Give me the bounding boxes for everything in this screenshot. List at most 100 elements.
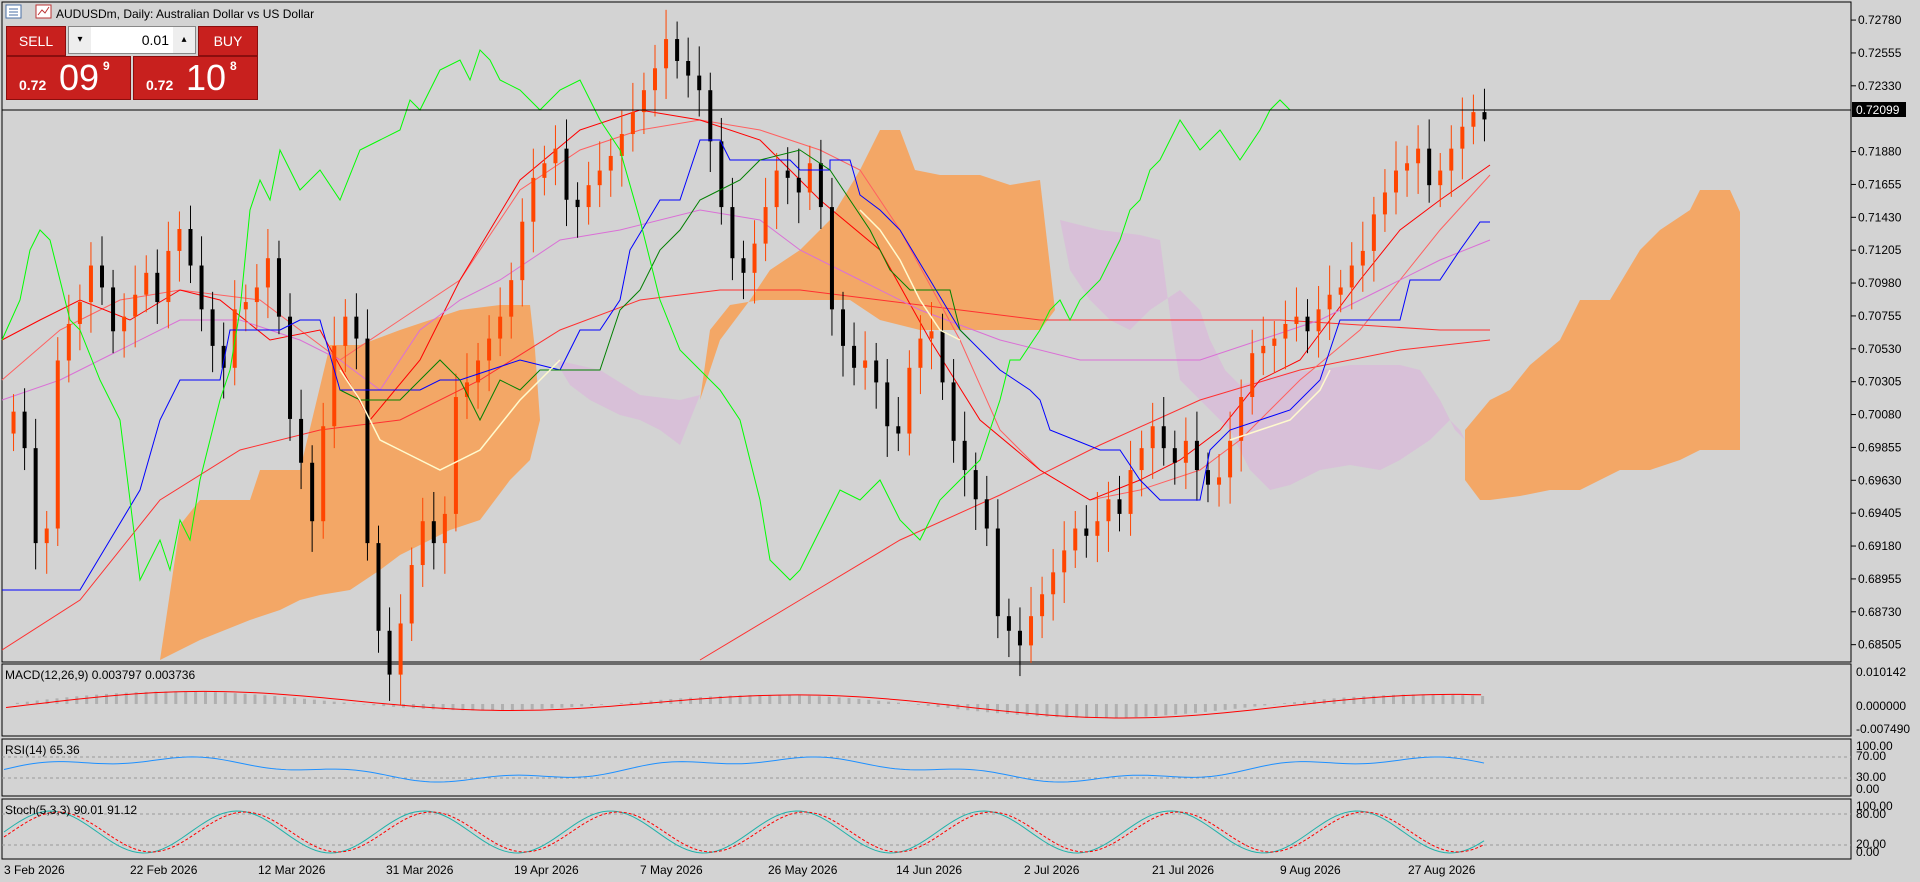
buy-price[interactable]: 0.72 10 8 bbox=[133, 56, 258, 100]
candle bbox=[1117, 475, 1122, 532]
candle-body bbox=[984, 499, 989, 529]
candle bbox=[1128, 440, 1133, 536]
price-axis-label: 0.72555 bbox=[1858, 46, 1902, 60]
ma-200-line bbox=[1, 289, 1490, 651]
ma-fast-line bbox=[1, 109, 1491, 501]
candle-body bbox=[630, 112, 635, 135]
macd-bar bbox=[1263, 704, 1267, 706]
candle-body bbox=[88, 265, 93, 303]
macd-bar bbox=[1045, 704, 1049, 717]
candle-body bbox=[1006, 616, 1011, 631]
candle-body bbox=[343, 316, 348, 346]
cloud-boundary-yellow-3 bbox=[1229, 369, 1331, 441]
candle-body bbox=[575, 199, 580, 208]
macd-bar bbox=[1451, 694, 1455, 704]
macd-bar bbox=[1104, 704, 1108, 718]
macd-bar bbox=[45, 699, 49, 704]
candle-body bbox=[1393, 170, 1398, 193]
rsi-panel-frame bbox=[1, 738, 1852, 797]
candle-body bbox=[1427, 148, 1432, 186]
candle-body bbox=[1029, 616, 1034, 646]
macd-bar bbox=[1302, 701, 1306, 704]
candle bbox=[55, 337, 60, 547]
rsi-indicator bbox=[2, 756, 1851, 783]
buy-button[interactable]: BUY bbox=[198, 26, 258, 56]
macd-bar bbox=[213, 692, 217, 704]
time-axis-label: 27 Aug 2026 bbox=[1408, 863, 1476, 877]
candle bbox=[1006, 598, 1011, 658]
candle bbox=[376, 525, 381, 653]
candle bbox=[387, 607, 392, 701]
candle bbox=[1294, 287, 1299, 342]
macd-bar bbox=[530, 704, 534, 710]
candle-body bbox=[940, 331, 945, 383]
candle-body bbox=[1250, 353, 1255, 398]
candle-body bbox=[288, 316, 293, 419]
candle bbox=[929, 302, 934, 370]
candle-body bbox=[818, 163, 823, 208]
candle bbox=[243, 284, 248, 332]
stoch-signal-line bbox=[3, 811, 1485, 853]
macd-bar bbox=[1085, 704, 1089, 718]
candle-body bbox=[896, 426, 901, 434]
lot-decrease-icon[interactable]: ▾ bbox=[69, 27, 91, 53]
macd-bar bbox=[184, 691, 188, 704]
market-watch-icon[interactable] bbox=[35, 4, 52, 19]
time-axis-label: 9 Aug 2026 bbox=[1280, 863, 1341, 877]
macd-bar bbox=[1431, 694, 1435, 704]
candle bbox=[1029, 586, 1034, 663]
candle-body bbox=[354, 316, 359, 339]
candle-body bbox=[785, 170, 790, 178]
candle-body bbox=[1040, 594, 1045, 617]
macd-bar bbox=[1392, 694, 1395, 704]
candle bbox=[498, 287, 503, 357]
candle bbox=[199, 236, 204, 332]
candle-body bbox=[166, 250, 171, 303]
price-axis-label: 0.71205 bbox=[1858, 243, 1902, 257]
candle-body bbox=[1405, 163, 1410, 171]
stoch-label: Stoch(5,3,3) 90.01 91.12 bbox=[5, 803, 137, 817]
candle-body bbox=[1073, 528, 1078, 551]
macd-bar bbox=[95, 694, 99, 704]
macd-bar bbox=[283, 696, 287, 704]
candle bbox=[409, 547, 414, 642]
macd-bar bbox=[154, 691, 158, 704]
candle-body bbox=[542, 163, 547, 178]
macd-bar bbox=[204, 691, 207, 704]
sell-price[interactable]: 0.72 09 9 bbox=[6, 56, 131, 100]
macd-bar bbox=[1382, 695, 1386, 704]
macd-axis-zero: 0.000000 bbox=[1856, 699, 1906, 713]
lot-increase-icon[interactable]: ▴ bbox=[173, 27, 195, 53]
candle-body bbox=[509, 280, 514, 317]
macd-bar bbox=[887, 701, 891, 704]
macd-bar bbox=[837, 697, 841, 704]
lot-size-input[interactable] bbox=[91, 27, 173, 53]
candle-body bbox=[243, 302, 248, 310]
candle bbox=[44, 510, 49, 574]
macd-bar bbox=[253, 694, 257, 704]
price-axis-label: 0.71655 bbox=[1858, 177, 1902, 191]
candle bbox=[1382, 169, 1387, 232]
macd-bar bbox=[144, 691, 148, 704]
candle-body bbox=[1283, 323, 1288, 339]
candle bbox=[531, 148, 536, 253]
candle-body bbox=[1482, 112, 1487, 120]
macd-bar bbox=[124, 692, 128, 704]
candle bbox=[232, 280, 237, 386]
macd-bar bbox=[788, 695, 792, 704]
candle bbox=[343, 299, 348, 373]
candle bbox=[918, 315, 923, 395]
candle-body bbox=[807, 163, 812, 193]
candle-body bbox=[719, 141, 724, 208]
sell-button[interactable]: SELL bbox=[6, 26, 66, 56]
candle-body bbox=[1051, 572, 1056, 595]
candle-body bbox=[929, 331, 934, 339]
rsi-axis-70: 70.00 bbox=[1856, 749, 1886, 763]
list-chart-icon[interactable] bbox=[5, 4, 22, 19]
candle-body bbox=[1449, 148, 1454, 171]
candle-body bbox=[476, 360, 481, 383]
price-axis-label: 0.68730 bbox=[1858, 605, 1902, 619]
candle-body bbox=[487, 338, 492, 361]
